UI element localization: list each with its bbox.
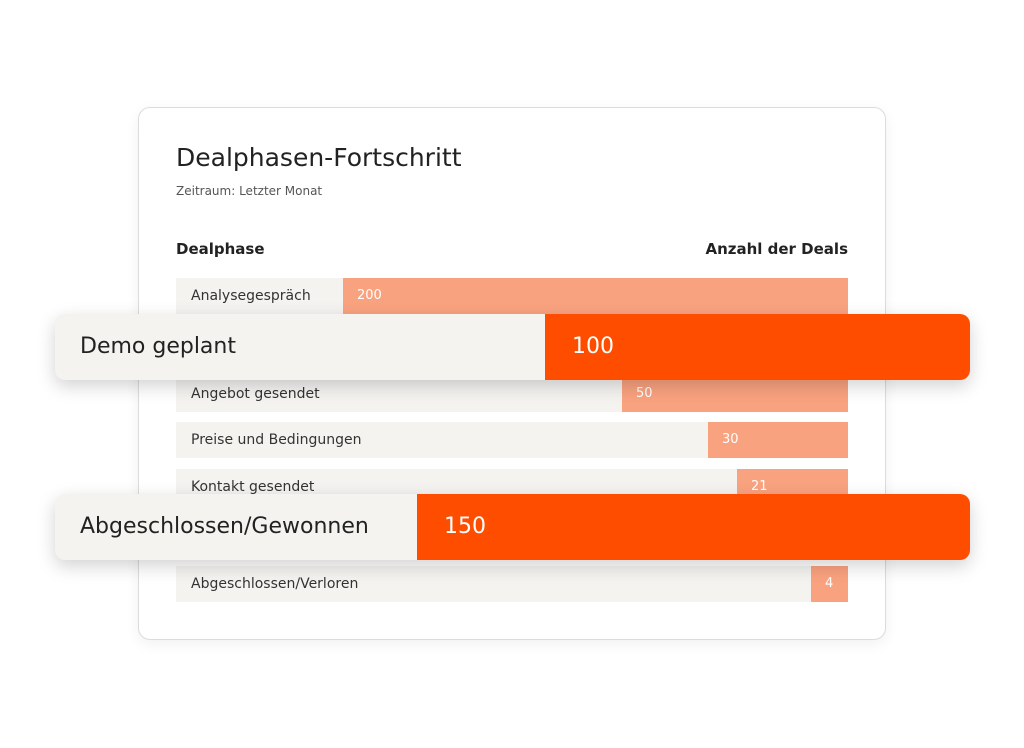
row-label: Angebot gesendet [191, 386, 320, 402]
row-label: Kontakt gesendet [191, 479, 315, 495]
row-value: 30 [722, 432, 739, 447]
highlight-label: Demo geplant [80, 334, 236, 359]
row: Preise und Bedingungen 30 [176, 422, 848, 458]
bar: 50 [622, 376, 848, 412]
row-label: Preise und Bedingungen [191, 432, 362, 448]
row-label: Analysegespräch [191, 288, 311, 304]
bar: 30 [708, 422, 848, 458]
subtitle: Zeitraum: Letzter Monat [176, 184, 323, 198]
highlight-value: 100 [572, 334, 614, 359]
row-value: 50 [636, 386, 653, 401]
highlight-card: Abgeschlossen/Gewonnen 150 [55, 494, 970, 560]
row: Analysegespräch 200 [176, 278, 848, 314]
row: Angebot gesendet 50 [176, 376, 848, 412]
highlight-card: Demo geplant 100 [55, 314, 970, 380]
highlight-label: Abgeschlossen/Gewonnen [80, 514, 369, 539]
column-header: Anzahl der Deals [705, 240, 848, 258]
highlight-bar: 100 [545, 314, 970, 380]
bar: 4 [811, 566, 848, 602]
row: Abgeschlossen/Verloren 4 [176, 566, 848, 602]
row-value: 4 [825, 576, 834, 591]
bar: 200 [343, 278, 848, 314]
title: Dealphasen-Fortschritt [176, 143, 462, 172]
row-value: 200 [357, 288, 382, 303]
column-header: Dealphase [176, 240, 265, 258]
highlight-value: 150 [444, 514, 486, 539]
highlight-bar: 150 [417, 494, 970, 560]
row-label: Abgeschlossen/Verloren [191, 576, 359, 592]
row-value: 21 [751, 479, 768, 494]
